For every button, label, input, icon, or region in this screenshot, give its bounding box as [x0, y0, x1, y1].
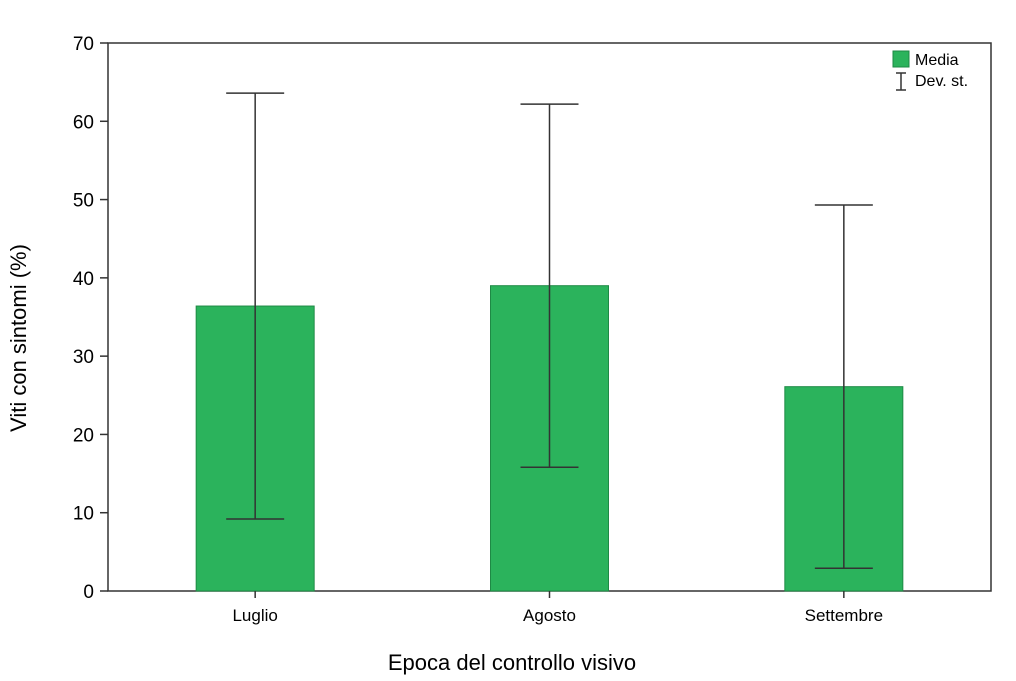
error-bar-settembre — [814, 204, 873, 570]
y-tick-label: 60 — [73, 112, 94, 133]
x-tick-label-agosto: Agosto — [523, 606, 576, 625]
legend-label-media: Media — [915, 52, 959, 69]
y-tick-label: 50 — [73, 191, 94, 212]
y-tick-label: 30 — [73, 347, 94, 368]
legend: Media Dev. st. — [892, 50, 968, 91]
x-axis: Luglio Agosto Settembre — [232, 591, 883, 625]
y-tick-label: 0 — [83, 582, 94, 603]
x-axis-title: Epoca del controllo visivo — [388, 650, 636, 675]
legend-swatch-media — [892, 50, 910, 68]
x-tick-label-luglio: Luglio — [232, 606, 277, 625]
error-bars-group — [226, 92, 873, 570]
y-tick-label: 70 — [73, 34, 94, 55]
y-axis-title: Viti con sintomi (%) — [6, 244, 31, 432]
error-bar-luglio — [226, 92, 285, 520]
x-tick-label-settembre: Settembre — [805, 606, 883, 625]
y-tick-label: 10 — [73, 504, 94, 525]
y-axis: 0 10 20 30 40 50 60 70 — [73, 34, 108, 603]
y-tick-label: 20 — [73, 425, 94, 446]
y-tick-label: 40 — [73, 269, 94, 290]
legend-label-dev-st: Dev. st. — [915, 73, 968, 90]
error-bar-agosto — [520, 103, 579, 469]
legend-errorbar-icon — [896, 72, 906, 91]
